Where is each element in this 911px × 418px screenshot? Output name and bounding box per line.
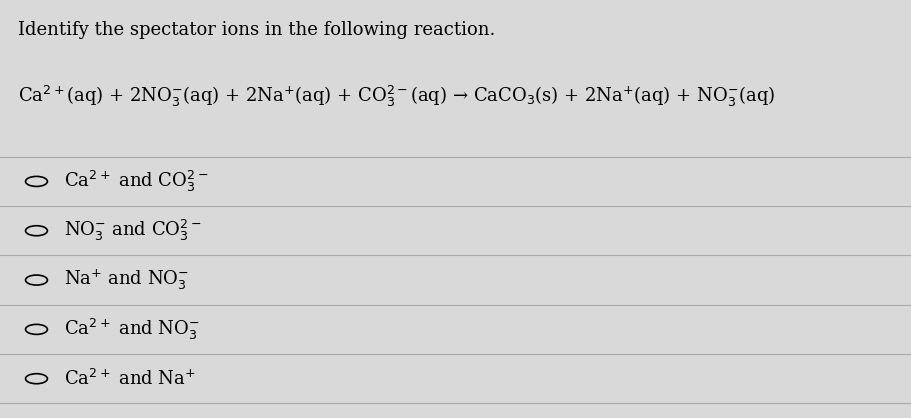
Text: Ca$^{2+}$ and CO$_3^{2-}$: Ca$^{2+}$ and CO$_3^{2-}$ bbox=[64, 169, 208, 194]
Text: NO$_3^{-}$ and CO$_3^{2-}$: NO$_3^{-}$ and CO$_3^{2-}$ bbox=[64, 218, 201, 243]
Text: Ca$^{2+}$ and NO$_3^{-}$: Ca$^{2+}$ and NO$_3^{-}$ bbox=[64, 317, 200, 342]
Text: Ca$^{2+}$ and Na$^{+}$: Ca$^{2+}$ and Na$^{+}$ bbox=[64, 369, 196, 389]
Text: Ca$^{2+}$(aq) + 2NO$_3^{-}$(aq) + 2Na$^{+}$(aq) + CO$_3^{2-}$(aq) → CaCO$_3$(s) : Ca$^{2+}$(aq) + 2NO$_3^{-}$(aq) + 2Na$^{… bbox=[18, 84, 774, 109]
Text: Identify the spectator ions in the following reaction.: Identify the spectator ions in the follo… bbox=[18, 21, 495, 39]
Text: Na$^{+}$ and NO$_3^{-}$: Na$^{+}$ and NO$_3^{-}$ bbox=[64, 268, 189, 292]
